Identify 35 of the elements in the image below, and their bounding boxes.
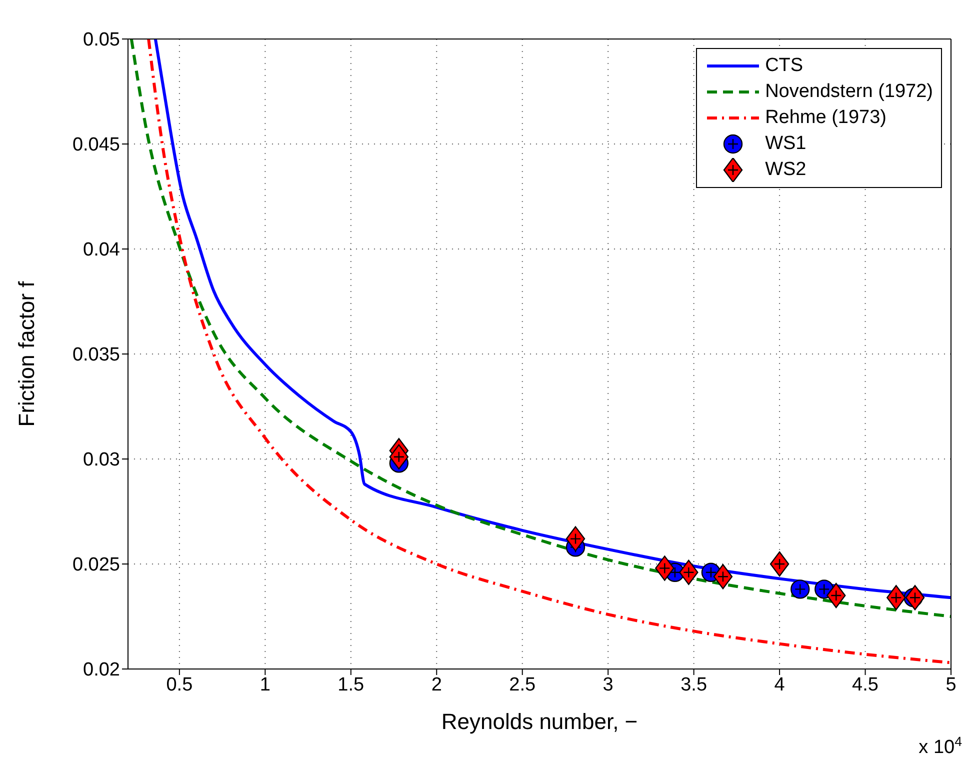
point [826, 582, 846, 608]
x-axis-title: Reynolds number, − [441, 709, 638, 734]
point [790, 580, 810, 599]
legend-label: WS2 [765, 159, 806, 181]
point [655, 556, 674, 581]
x-tick-label: 1 [260, 674, 270, 696]
x-tick-label: 4.5 [852, 674, 878, 696]
point [389, 444, 409, 470]
legend-label: Rehme (1973) [765, 107, 887, 129]
y-tick-label: 0.035 [72, 344, 120, 366]
x-tick-label: 0.5 [166, 674, 193, 696]
x-tick-label: 3 [602, 674, 614, 696]
y-tick-label: 0.045 [72, 134, 120, 156]
x-tick-label: 2.5 [509, 674, 536, 696]
point [770, 551, 790, 577]
x-tick-label: 5 [946, 674, 956, 696]
point [814, 580, 834, 599]
x-tick-label: 4 [774, 674, 786, 696]
x-tick-label: 3.5 [680, 674, 708, 696]
y-tick-label: 0.03 [83, 450, 120, 471]
point [886, 585, 906, 610]
x-tick-label: 1.5 [338, 674, 364, 696]
y-axis-title: Friction factor f [14, 280, 39, 427]
y-tick-label: 0.05 [83, 30, 120, 51]
y-tick-label: 0.025 [72, 554, 120, 576]
point [679, 560, 698, 585]
text: x 10$^{4}$ [918, 734, 962, 758]
point [566, 526, 586, 552]
y-tick-label: 0.02 [83, 660, 120, 681]
x-tick-label: 2 [431, 674, 442, 696]
legend-label: WS1 [765, 133, 806, 155]
legend-label: CTS [765, 55, 804, 77]
y-tick-label: 0.04 [83, 240, 120, 261]
legend-label: Novendstern (1972) [765, 81, 933, 103]
point [713, 564, 733, 590]
